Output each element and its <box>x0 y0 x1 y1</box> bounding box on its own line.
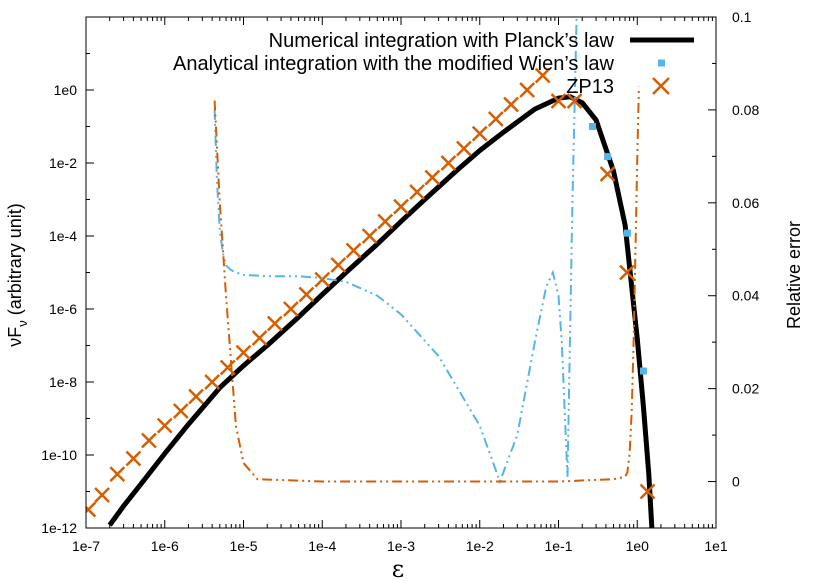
zp13-point <box>330 257 347 273</box>
legend-label: Numerical integration with Planck’s law <box>269 30 615 52</box>
zp13-point <box>283 301 299 317</box>
axes: 1e-7 1e-6 1e-5 1e-4 1e-3 1e-2 1e-1 1e0 1e1 1e-12 1… <box>41 9 759 554</box>
legend-swatch-x <box>652 77 670 95</box>
zp13-point <box>599 166 616 182</box>
zp13-point <box>440 155 457 171</box>
zp13-point <box>86 501 97 518</box>
x-tick-label: 1e-2 <box>466 538 494 554</box>
planck-numerical-line <box>107 94 655 528</box>
zp13-point <box>314 271 331 288</box>
zp13-point <box>639 483 656 500</box>
legend: Numerical integration with Planck’s lawA… <box>173 30 694 98</box>
zp13-point <box>156 417 173 434</box>
zp13-point <box>251 330 268 346</box>
zp13-point <box>456 140 472 157</box>
zp13-point <box>503 96 519 113</box>
zp13-point <box>125 450 142 467</box>
zp13-point <box>298 286 315 303</box>
zp13-point <box>172 403 189 419</box>
x-tick-label: 1e1 <box>704 538 728 554</box>
legend-label: ZP13 <box>566 76 614 98</box>
y2-tick-label: 0.06 <box>732 195 759 211</box>
zp13-point <box>345 242 362 259</box>
zp13-point <box>534 67 551 84</box>
y2-tick-label: 0.02 <box>732 381 759 397</box>
zp13-point <box>471 125 488 142</box>
legend-label: Analytical integration with the modified… <box>173 53 615 75</box>
y-tick-label: 1e-6 <box>49 301 77 317</box>
y-tick-label: 1e-10 <box>41 447 77 463</box>
x-tick-label: 1e-5 <box>229 538 257 554</box>
wien-point <box>604 153 612 161</box>
legend-swatch-square <box>658 59 665 67</box>
y2-tick-label: 0.1 <box>732 9 752 25</box>
zp13-point <box>266 315 283 332</box>
wien-point <box>588 123 596 130</box>
zp13-point <box>141 432 157 449</box>
wien-relative-error-line <box>213 17 578 485</box>
zp13-point <box>619 264 635 281</box>
y-axis-title-suffix: (arbitrary unit) <box>5 203 25 320</box>
y-axis-title-subscript: ν <box>15 320 30 327</box>
y-tick-label: 1e0 <box>54 82 78 98</box>
zp13-point <box>566 93 583 109</box>
zp13-point <box>487 111 504 127</box>
zp13-point <box>235 344 252 361</box>
y-axis-title-main: νF <box>5 327 25 347</box>
y2-tick-label: 0 <box>732 474 740 490</box>
x-tick-label: 1e-6 <box>151 538 179 554</box>
y-tick-label: 1e-4 <box>49 228 77 244</box>
zp13-point <box>361 228 378 244</box>
wien-point <box>623 229 631 237</box>
y-tick-label: 1e-2 <box>49 155 77 171</box>
y2-axis-title: Relative error <box>784 221 804 329</box>
zp13-point <box>409 184 425 200</box>
zp13-point <box>377 213 394 230</box>
y-tick-label: 1e-8 <box>49 374 77 390</box>
zp13-point <box>109 466 126 482</box>
x-tick-label: 1e-3 <box>387 538 415 554</box>
zp13-point <box>219 359 236 376</box>
plot-content <box>86 17 656 528</box>
y2-tick-label: 0.04 <box>732 288 759 304</box>
plot-frame <box>85 16 717 529</box>
wien-point <box>639 367 647 375</box>
y-tick-label: 1e-12 <box>41 520 77 536</box>
y2-tick-label: 0.08 <box>732 102 759 118</box>
x-tick-label: 1e-1 <box>544 538 572 554</box>
zp13-point <box>393 198 409 215</box>
zp13-point <box>204 374 221 390</box>
zp13-relative-error-line <box>213 86 640 483</box>
zp13-point <box>94 487 110 503</box>
y-axis-title: νFν (arbitrary unit) <box>5 203 30 347</box>
zp13-point <box>519 82 536 98</box>
x-tick-label: 1e0 <box>626 538 650 554</box>
zp13-point <box>550 93 567 109</box>
x-axis-title: ε <box>392 555 404 581</box>
x-tick-label: 1e-7 <box>72 538 100 554</box>
zp13-point <box>424 169 441 186</box>
zp13-point <box>188 388 204 405</box>
x-tick-label: 1e-4 <box>308 538 336 554</box>
